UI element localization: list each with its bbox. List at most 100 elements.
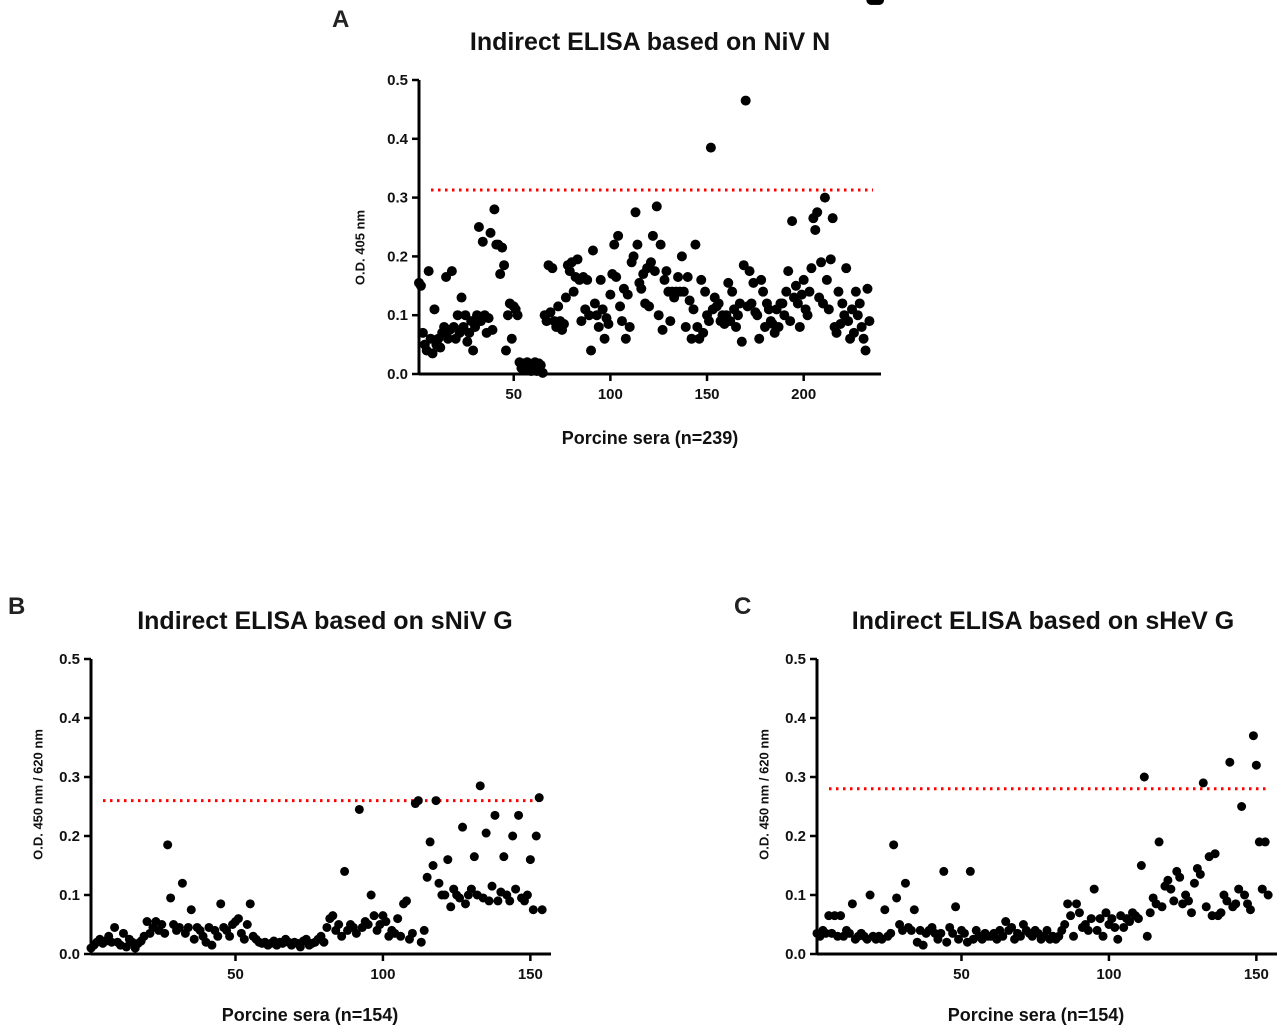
- data-point-a: [537, 367, 548, 378]
- data-point-c: [1198, 778, 1208, 788]
- data-point-b: [110, 922, 120, 932]
- y-tick-label-b: 0.5: [59, 651, 80, 668]
- data-point-a: [649, 266, 660, 277]
- data-point-b: [508, 831, 518, 841]
- y-tick-label-c: 0.3: [785, 769, 806, 786]
- data-point-c: [836, 911, 846, 921]
- data-point-a: [599, 333, 610, 344]
- data-point-c: [844, 928, 854, 938]
- data-point-c: [1234, 884, 1244, 894]
- data-point-c: [939, 866, 949, 876]
- data-point-c: [1145, 908, 1155, 918]
- data-point-c: [942, 937, 952, 947]
- data-point-a: [858, 333, 869, 344]
- data-point-a: [541, 316, 552, 327]
- data-point-b: [340, 866, 350, 876]
- data-point-a: [568, 286, 579, 297]
- data-point-a: [798, 274, 809, 285]
- data-point-c: [998, 931, 1008, 941]
- data-point-a: [593, 321, 604, 332]
- data-point-a: [835, 319, 846, 330]
- data-point-c: [936, 928, 946, 938]
- data-point-b: [319, 937, 329, 947]
- data-point-a: [417, 327, 428, 338]
- data-point-b: [490, 810, 500, 820]
- data-point-a: [819, 192, 830, 203]
- data-point-c: [1231, 899, 1241, 909]
- data-point-b: [493, 896, 503, 906]
- data-point-b: [242, 920, 252, 929]
- data-point-a: [812, 207, 823, 218]
- x-tick-label-c: 150: [1244, 966, 1269, 983]
- data-point-a: [653, 310, 664, 321]
- data-point-c: [1060, 920, 1070, 929]
- y-tick-label-b: 0.1: [59, 887, 80, 904]
- data-point-a: [825, 254, 836, 265]
- data-point-a: [736, 336, 747, 347]
- data-point-c: [918, 940, 928, 950]
- data-point-a: [473, 222, 484, 232]
- data-point-a: [595, 274, 606, 285]
- data-point-a: [632, 239, 643, 250]
- data-point-b: [225, 931, 235, 941]
- data-point-c: [959, 928, 969, 938]
- y-tick-label-a: 0.0: [387, 366, 408, 383]
- data-point-a: [624, 321, 635, 332]
- data-point-b: [446, 902, 456, 912]
- data-point-a: [763, 304, 774, 315]
- data-point-c: [1139, 772, 1149, 782]
- data-point-a: [690, 239, 701, 250]
- data-point-a: [415, 280, 426, 291]
- data-point-b: [213, 931, 223, 941]
- data-point-a: [723, 277, 734, 288]
- data-point-c: [1166, 884, 1176, 894]
- data-point-c: [1089, 884, 1099, 894]
- data-point-a: [796, 289, 807, 300]
- data-point-a: [651, 201, 662, 212]
- data-point-a: [682, 271, 693, 282]
- data-point-a: [456, 292, 467, 303]
- data-point-c: [1237, 802, 1247, 811]
- y-tick-label-b: 0.3: [59, 769, 80, 786]
- data-point-a: [560, 292, 571, 303]
- data-point-a: [827, 213, 838, 224]
- data-point-a: [499, 260, 510, 271]
- data-point-b: [163, 840, 173, 850]
- data-point-b: [505, 896, 515, 906]
- data-point-a: [874, 0, 885, 5]
- data-point-c: [1095, 914, 1105, 924]
- data-point-c: [1163, 875, 1173, 885]
- y-tick-label-c: 0.0: [785, 946, 806, 963]
- data-point-a: [806, 263, 817, 274]
- data-point-b: [245, 899, 255, 909]
- data-point-a: [665, 316, 676, 327]
- y-tick-label-b: 0.4: [59, 710, 81, 727]
- data-point-a: [500, 345, 511, 356]
- data-point-a: [773, 321, 784, 332]
- data-point-b: [351, 928, 361, 938]
- data-point-c: [1066, 911, 1076, 921]
- data-point-b: [177, 878, 187, 888]
- data-point-b: [469, 852, 479, 862]
- x-tick-label-a: 150: [695, 386, 720, 403]
- data-point-b: [514, 810, 524, 820]
- data-point-a: [609, 239, 620, 250]
- scatter-plot-c: 0.0 0.1 0.2 0.3 0.4 0.5 50 100 150: [785, 651, 1277, 983]
- data-point-a: [744, 266, 755, 277]
- data-point-c: [1107, 914, 1117, 924]
- data-point-a: [843, 316, 854, 327]
- data-point-a: [620, 333, 631, 344]
- data-point-b: [458, 822, 468, 832]
- data-point-a: [506, 333, 517, 344]
- data-point-a: [628, 251, 639, 262]
- data-point-a: [678, 286, 689, 297]
- data-point-b: [499, 852, 509, 862]
- data-point-a: [684, 295, 695, 306]
- data-point-a: [758, 286, 769, 297]
- chart-panel-b: B Indirect ELISA based on sNiV G O.D. 45…: [0, 585, 560, 1032]
- data-point-a: [676, 251, 687, 262]
- data-point-a: [850, 286, 861, 297]
- y-tick-label-a: 0.2: [387, 248, 408, 265]
- data-point-a: [831, 327, 842, 338]
- chart-panel-c: C Indirect ELISA based on sHeV G O.D. 45…: [726, 585, 1286, 1032]
